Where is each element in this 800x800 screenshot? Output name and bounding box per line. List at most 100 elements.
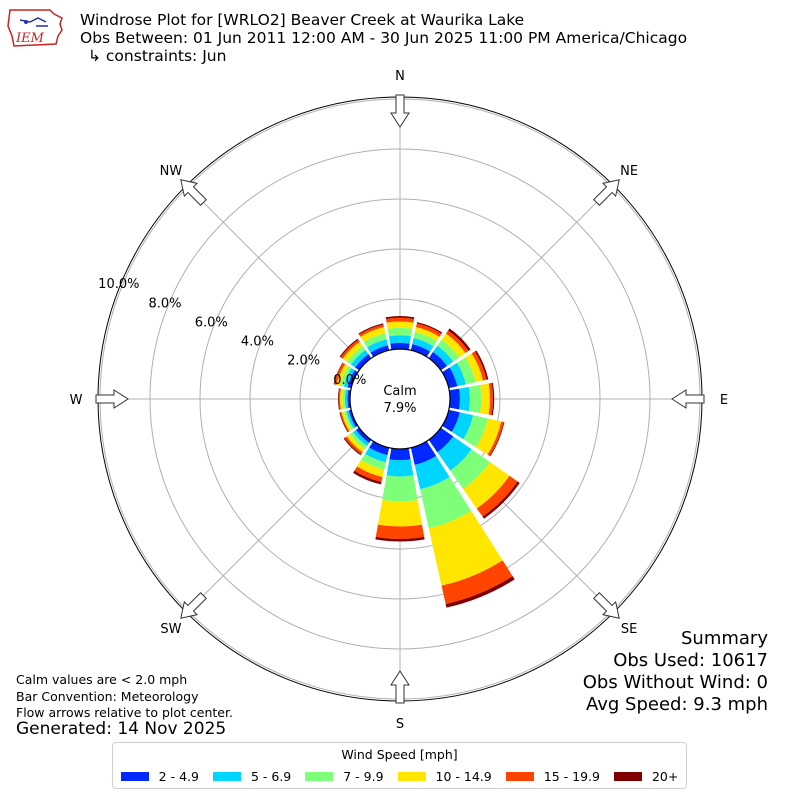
bar-se-bin-2 [437,436,472,471]
bar-e-bin-4 [480,383,490,415]
bar-nne-bin-2 [412,337,434,352]
bar-ene-bin-5 [471,351,487,381]
bar-se-bin-1 [428,427,454,453]
bar-wnw-bin-1 [347,370,358,389]
logo-text: IEM [15,31,45,46]
legend-swatch [613,772,642,781]
bar-convention-note: Bar Convention: Meteorology [16,688,199,704]
grid-spoke [186,185,365,364]
bar-sw-bin-4 [346,434,365,453]
bar-wsw-bin-3 [343,410,354,430]
bar-s-bin-1 [389,448,411,461]
bar-ssw-bin-4 [357,460,385,478]
compass-arrow-sw [180,592,207,619]
bar-e-bin-3 [468,384,482,414]
compass-arrow-ne [593,179,620,206]
iem-logo: IEM [7,9,63,47]
bar-ne-bin-6 [448,328,471,351]
legend-swatch [305,772,334,781]
compass-arrow-nw [180,179,207,206]
bar-ne-bin-2 [433,345,454,366]
legend-label: 10 - 14.9 [435,769,492,784]
bar-e-bin-1 [449,388,460,410]
bar-ese-bin-2 [451,412,474,440]
bar-nnw-bin-2 [367,339,389,353]
compass-label-s: S [396,717,404,732]
bar-nnw-bin-1 [370,345,390,357]
bar-nw-bin-4 [342,341,363,362]
bar-s-bin-4 [377,499,423,527]
bar-ssw-bin-5 [354,466,383,482]
summary-heading: Summary [681,628,768,649]
bar-ene-bin-4 [465,353,483,383]
bar-e-bin-5 [488,382,493,416]
avg-speed: Avg Speed: 9.3 mph [586,694,768,715]
bar-ssw-bin-6 [353,470,382,485]
bar-ssw-bin-2 [365,447,388,463]
bar-ene-bin-2 [449,362,466,387]
bar-ene-bin-6 [474,350,489,380]
bar-sse-bin-1 [410,441,437,465]
obs-without-wind: Obs Without Wind: 0 [582,672,768,693]
bar-sw-bin-3 [349,432,367,450]
compass-arrow-n [390,94,410,128]
generated-date: Generated: 14 Nov 2025 [16,719,227,739]
legend-item: 20+ [613,769,678,784]
radial-tick-label: 4.0% [241,335,274,350]
bar-sse-bin-3 [420,477,472,529]
bar-se-bin-4 [463,462,510,509]
bar-sse-bin-2 [414,455,450,490]
bar-ssw-bin-3 [361,453,386,470]
bar-w-bin-4 [340,388,344,410]
bar-ese-bin-5 [487,421,504,457]
calm-circle [349,348,451,450]
chart-title: Windrose Plot for [WRLO2] Beaver Creek a… [80,11,525,29]
compass-arrow-e [671,389,705,409]
bar-sse-bin-4 [428,510,503,586]
bar-wnw-bin-5 [334,362,346,385]
chart-notes: Calm values are < 2.0 mph Bar Convention… [16,672,233,722]
legend-label: 2 - 4.9 [158,769,199,784]
bar-sse-bin-5 [441,560,513,604]
legend-label: 5 - 6.9 [250,769,292,784]
chart-subtitle: Obs Between: 01 Jun 2011 12:00 AM - 30 J… [80,29,688,47]
bar-se-bin-3 [450,449,491,490]
bar-ne-bin-4 [441,333,466,358]
bar-nnw-bin-4 [360,327,386,343]
bar-nne-bin-1 [410,344,431,357]
bar-e-bin-6 [491,382,495,416]
bar-nne-bin-6 [416,322,443,334]
bar-n-bin-6 [385,316,415,319]
legend-swatch [397,772,426,781]
bar-wnw-bin-4 [336,364,349,386]
legend-item: 5 - 6.9 [212,769,292,784]
bar-sw-bin-1 [355,427,372,444]
chart-constraints: ↳ constraints: Jun [88,47,227,65]
flow-arrows-note: Flow arrows relative to plot center. [16,705,233,720]
bar-ne-bin-5 [445,330,469,354]
radial-tick-label: 0.0% [333,373,366,388]
bar-nnw-bin-5 [359,324,384,337]
bar-n-bin-1 [390,342,410,350]
legend: Wind Speed [mph] 2 - 4.9 5 - 6.9 7 - 9.9 10… [112,742,687,789]
radial-tick-label: 10.0% [98,277,139,292]
bar-wnw-bin-6 [333,362,344,385]
legend-swatch [120,772,149,781]
calm-value: 7.9% [383,401,416,416]
radial-tick-label: 2.0% [287,354,320,369]
bar-wsw-bin-2 [346,410,356,429]
bar-w-bin-6 [338,388,340,410]
bar-nw-bin-2 [350,349,369,368]
compass-label-ne: NE [620,164,638,179]
bar-w-bin-3 [342,389,346,409]
grid-spoke [435,185,614,364]
compass-label-n: N [395,69,405,84]
radial-tick-label: 6.0% [195,315,228,330]
legend-item: 2 - 4.9 [120,769,199,784]
compass-label-sw: SW [160,622,181,637]
bar-ssw-bin-1 [369,441,390,456]
bar-ne-bin-3 [437,339,460,362]
bar-nnw-bin-3 [363,333,387,348]
bar-wsw-bin-4 [341,411,352,432]
legend-title: Wind Speed [mph] [341,747,458,762]
